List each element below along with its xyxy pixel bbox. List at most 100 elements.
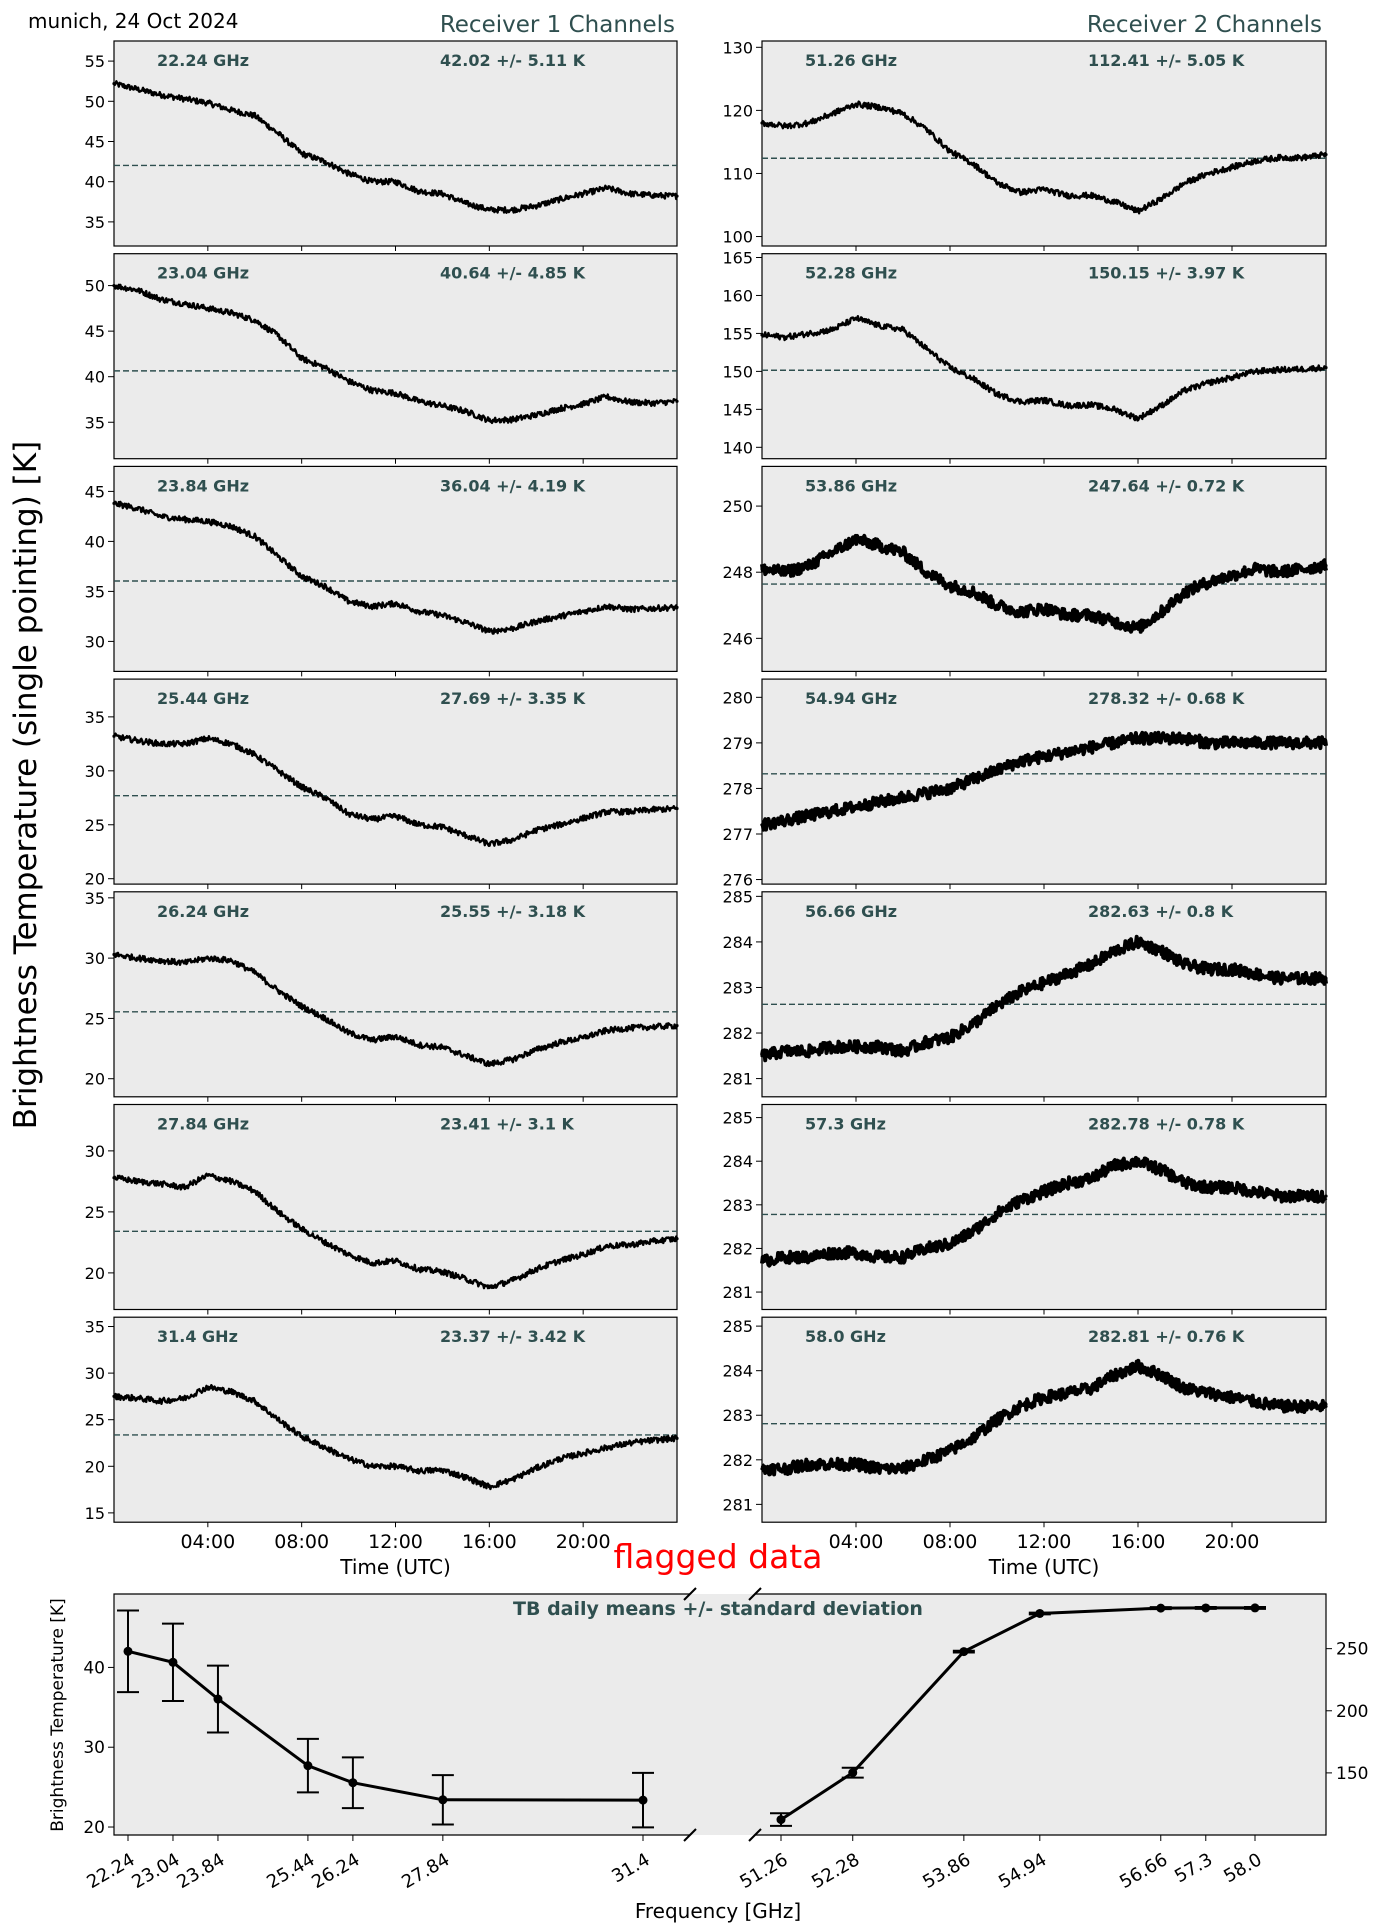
tb-data-point (346, 379, 351, 383)
tb-data-point (830, 550, 835, 554)
tb-panel-25-44-ghz: 20 25 30 35 25.44 GHz 27.69 +/- 3.35 K (85, 678, 679, 890)
tb-data-point (1089, 745, 1093, 750)
tb-data-point (393, 814, 398, 818)
receiver1-title: Receiver 1 Channels (440, 12, 675, 38)
tb-data-point (1300, 156, 1305, 160)
tb-data-point (807, 563, 811, 568)
tb-data-point (229, 524, 233, 529)
tb-data-point (300, 785, 304, 789)
y-tick-label: 246 (722, 629, 753, 648)
y-tick-label: 285 (722, 1317, 753, 1336)
y-tick-label: 35 (85, 213, 105, 232)
tb-data-point (995, 1418, 999, 1422)
tb-data-point (440, 192, 445, 196)
tb-data-point (487, 1485, 491, 1489)
tb-data-point (464, 1475, 468, 1480)
y-tick-label: 30 (85, 762, 105, 781)
summary-x-tick-label: 52.28 (808, 1849, 863, 1893)
tb-data-point (1112, 200, 1117, 204)
tb-data-point (1206, 967, 1211, 971)
tb-data-point (511, 626, 515, 631)
tb-data-point (628, 1026, 632, 1030)
y-tick-label: 165 (722, 248, 753, 267)
summary-x-tick-label: 57.3 (1171, 1849, 1216, 1887)
tb-data-point (948, 583, 952, 588)
channel-frequency-label: 58.0 GHz (805, 1327, 886, 1346)
tb-data-point (1112, 1163, 1117, 1168)
tb-data-point (830, 1251, 835, 1255)
tb-data-point (323, 365, 327, 370)
tb-data-point (464, 409, 468, 413)
tb-data-point (924, 1458, 929, 1462)
tb-data-point (1230, 1395, 1234, 1400)
tb-data-point (1042, 754, 1046, 759)
tb-data-point (229, 1390, 233, 1394)
channel-mean-std-label: 282.78 +/- 0.78 K (1088, 1115, 1245, 1134)
summary-data-point (438, 1795, 448, 1805)
tb-data-point (417, 823, 421, 827)
tb-data-point (253, 1189, 257, 1193)
tb-data-point (159, 742, 163, 746)
tb-data-point (159, 1182, 163, 1186)
tb-data-point (417, 609, 421, 614)
tb-data-point (1324, 741, 1328, 745)
tb-data-point (651, 401, 656, 405)
y-tick-label: 20 (85, 1070, 105, 1089)
y-tick-label: 285 (722, 887, 753, 906)
tb-data-point (1183, 1181, 1187, 1185)
tb-data-point (760, 823, 764, 827)
y-tick-label: 35 (85, 413, 105, 432)
summary-x-axis-label: Frequency [GHz] (635, 1899, 801, 1923)
y-tick-label: 278 (722, 779, 753, 798)
tb-data-point (1324, 1404, 1328, 1408)
tb-data-point (1065, 193, 1070, 198)
tb-data-point (370, 388, 374, 392)
summary-title: TB daily means +/- standard deviation (513, 1598, 923, 1620)
channel-frequency-label: 54.94 GHz (805, 689, 897, 708)
tb-data-point (877, 1045, 882, 1049)
tb-data-point (901, 795, 905, 800)
tb-data-point (370, 604, 374, 609)
tb-data-point (1089, 963, 1093, 967)
tb-panel-58-0-ghz: 281 282 283 284 285 04:00 08:00 12:00 16:00 20:00… (722, 1316, 1328, 1579)
summary-data-point (168, 1657, 178, 1667)
tb-data-point (807, 1049, 811, 1053)
tb-data-point (346, 172, 351, 176)
panel-background (113, 1316, 678, 1523)
tb-data-point (1206, 1391, 1211, 1395)
tb-data-point (877, 1467, 882, 1471)
tb-data-point (924, 1246, 929, 1251)
tb-data-point (581, 1036, 585, 1040)
tb-data-point (605, 1028, 609, 1033)
tb-data-point (971, 1022, 976, 1026)
tb-data-point (393, 180, 398, 184)
summary-data-point (776, 1815, 786, 1825)
y-tick-label: 160 (722, 286, 753, 305)
tb-data-point (511, 1278, 515, 1282)
tb-data-point (1089, 193, 1093, 198)
tb-data-point (1159, 1373, 1164, 1377)
tb-panel-31-4-ghz: 15 20 25 30 35 04:00 08:00 12:00 16:00 20:00 Time … (85, 1316, 679, 1579)
tb-data-point (1230, 741, 1234, 745)
tb-data-point (206, 519, 210, 524)
tb-data-point (783, 1467, 788, 1471)
tb-data-point (628, 192, 632, 196)
y-tick-label: 280 (722, 688, 753, 707)
tb-panel-51-26-ghz: 100 110 120 130 51.26 GHz 112.41 +/- 5.05 K (722, 38, 1328, 251)
tb-data-point (1324, 152, 1328, 157)
tb-data-point (760, 333, 764, 337)
tb-data-point (581, 1252, 585, 1257)
tb-data-point (253, 753, 257, 757)
tb-data-point (924, 791, 929, 795)
tb-data-point (206, 306, 210, 310)
channel-frequency-label: 23.04 GHz (157, 264, 249, 283)
y-tick-label: 55 (85, 52, 105, 71)
panel-background (113, 1103, 678, 1311)
y-tick-label: 25 (85, 816, 105, 835)
y-tick-label: 283 (722, 978, 753, 997)
tb-data-point (783, 818, 788, 822)
tb-data-point (628, 810, 632, 814)
tb-data-point (1230, 1185, 1234, 1189)
tb-data-point (675, 194, 679, 198)
